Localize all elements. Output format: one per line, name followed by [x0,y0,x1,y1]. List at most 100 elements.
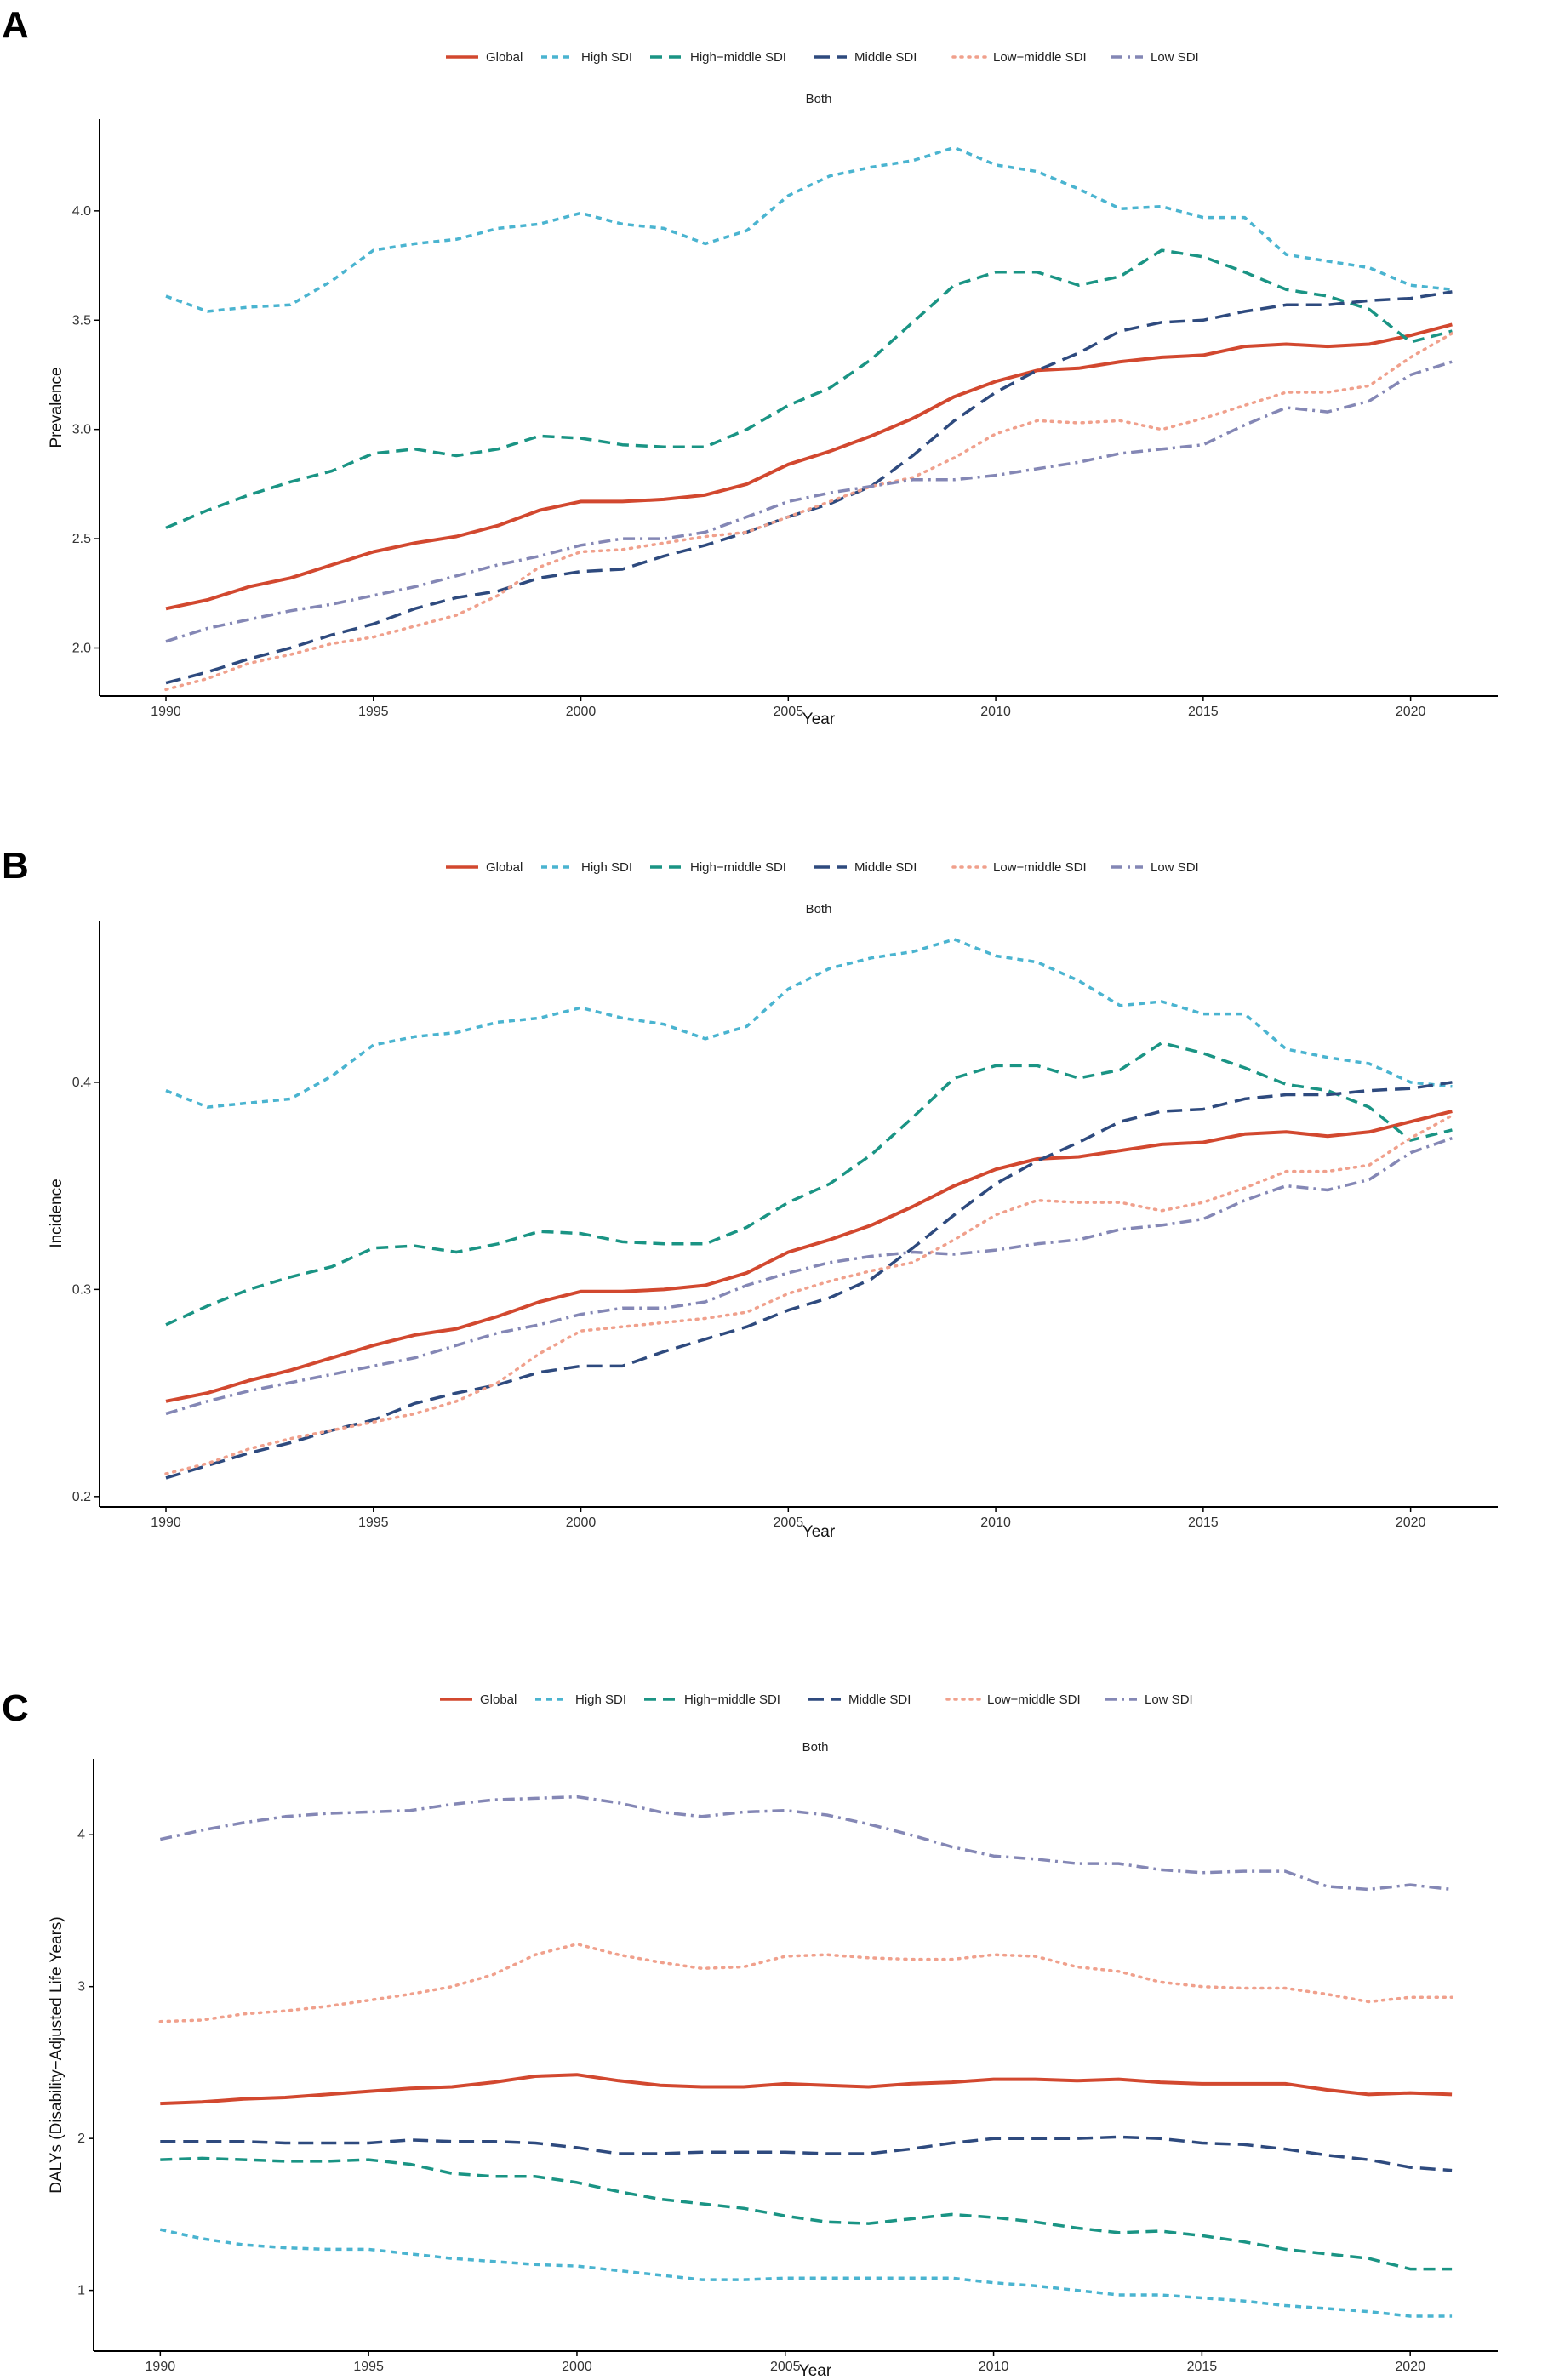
x-tick-label: 1990 [146,2360,176,2374]
y-tick-label: 1 [77,2284,85,2298]
panel-c-letter: C [2,1687,29,1729]
panel-a-letter: A [2,4,29,46]
panel-a-y-ticks: 2.0 2.5 3.0 3.5 4.0 [72,204,100,656]
panel-a-plot-area [164,146,1454,692]
legend-label-low-sdi: Low SDI [1151,50,1199,65]
legend-item-global: Global [446,50,523,65]
panel-b-plot-area [164,938,1454,1480]
panel-a-legend: Global High SDI High−middle SDI Middle SDI L… [446,50,1199,65]
panel-c-subtitle: Both [802,1740,829,1755]
x-tick-label: 1995 [358,1515,389,1530]
panel-c-y-axis-title: DALYs (Disability−Adjusted Life Years) [48,1916,66,2193]
legend-item-low-sdi: Low SDI [1111,860,1199,875]
legend-item-high-middle-sdi: High−middle SDI [644,1692,780,1707]
y-tick-label: 2 [77,2132,85,2146]
legend-label-high-sdi: High SDI [581,50,632,65]
y-tick-label: 0.2 [72,1490,91,1504]
x-tick-label: 1995 [358,705,389,719]
x-tick-label: 2005 [774,705,804,719]
legend-item-high-sdi: High SDI [535,1692,626,1707]
legend-item-global: Global [440,1692,517,1707]
y-tick-label: 2.5 [72,532,91,546]
x-tick-label: 1990 [151,705,181,719]
legend-label-high-sdi: High SDI [581,860,632,875]
legend-item-low-middle-sdi: Low−middle SDI [951,860,1087,875]
y-tick-label: 4.0 [72,204,91,219]
x-tick-label: 2005 [770,2360,801,2374]
panel-b-y-ticks: 0.2 0.3 0.4 [72,1076,100,1504]
x-tick-label: 2005 [774,1515,804,1530]
legend-item-high-sdi: High SDI [541,50,632,65]
legend-label-global: Global [486,50,523,65]
legend-label-middle-sdi: Middle SDI [854,50,917,65]
y-tick-label: 3.5 [72,313,91,328]
legend-label-high-sdi: High SDI [575,1692,626,1707]
legend-label-low-sdi: Low SDI [1151,860,1199,875]
legend-label-low-sdi: Low SDI [1145,1692,1193,1707]
panel-a-x-ticks: 1990 1995 2000 2005 2010 2015 2020 [151,696,1426,719]
legend-label-high-middle-sdi: High−middle SDI [690,860,786,875]
x-tick-label: 2020 [1395,2360,1425,2374]
x-tick-label: 1990 [151,1515,181,1530]
series-line-low-sdi [159,1795,1453,1892]
y-tick-label: 3.0 [72,423,91,437]
y-tick-label: 0.4 [72,1076,91,1090]
panel-a: A Global High SDI High−middle SDI Middle SD… [2,4,1498,728]
panel-b-legend: Global High SDI High−middle SDI Middle SDI L… [446,860,1199,875]
panel-c-y-ticks: 1 2 3 4 [77,1828,94,2298]
legend-label-low-middle-sdi: Low−middle SDI [993,50,1087,65]
panel-a-y-axis-title: Prevalence [48,367,66,448]
panel-a-x-axis-title: Year [802,711,836,728]
series-line-global [165,322,1453,611]
legend-label-middle-sdi: Middle SDI [854,860,917,875]
legend-label-low-middle-sdi: Low−middle SDI [987,1692,1081,1707]
legend-item-high-middle-sdi: High−middle SDI [650,860,786,875]
panel-b-letter: B [2,845,29,887]
y-tick-label: 4 [77,1828,85,1842]
panel-c-plot-area [158,1795,1453,2318]
series-line-high-sdi [165,146,1453,313]
panel-b-x-ticks: 1990 1995 2000 2005 2010 2015 2020 [151,1507,1426,1530]
panel-b-y-axis-title: Incidence [48,1179,66,1247]
x-tick-label: 2000 [562,2360,592,2374]
legend-item-global: Global [446,860,523,875]
x-tick-label: 2020 [1396,1515,1426,1530]
x-tick-label: 2015 [1188,1515,1219,1530]
series-line-high-sdi [159,2228,1453,2318]
x-tick-label: 1995 [353,2360,384,2374]
series-line-low-sdi [165,1136,1453,1416]
series-line-middle-sdi [165,290,1453,685]
panel-c-x-axis-title: Year [799,2362,832,2380]
legend-label-high-middle-sdi: High−middle SDI [690,50,786,65]
panel-b-x-axis-title: Year [802,1523,836,1541]
series-line-high-sdi [165,938,1453,1109]
x-tick-label: 2010 [980,1515,1011,1530]
legend-label-middle-sdi: Middle SDI [848,1692,911,1707]
y-tick-label: 2.0 [72,642,91,656]
x-tick-label: 2020 [1396,705,1426,719]
series-line-low-middle-sdi [164,331,1454,692]
panel-b: B Global High SDI High−middle SDI Middle SD… [2,845,1498,1541]
legend-label-global: Global [486,860,523,875]
series-line-high-middle-sdi [165,248,1453,529]
x-tick-label: 2000 [566,1515,597,1530]
y-tick-label: 0.3 [72,1282,91,1297]
panel-c-legend: Global High SDI High−middle SDI Middle SDI L… [440,1692,1193,1707]
series-line-global [165,1110,1453,1403]
legend-item-high-middle-sdi: High−middle SDI [650,50,786,65]
legend-item-high-sdi: High SDI [541,860,632,875]
legend-item-low-sdi: Low SDI [1111,50,1199,65]
legend-label-high-middle-sdi: High−middle SDI [684,1692,780,1707]
panel-c: C Global High SDI High−middle SDI Middle SD… [2,1687,1498,2380]
series-line-low-sdi [165,360,1453,643]
x-tick-label: 2015 [1187,2360,1218,2374]
legend-item-middle-sdi: Middle SDI [808,1692,911,1707]
legend-item-low-sdi: Low SDI [1105,1692,1193,1707]
x-tick-label: 2015 [1188,705,1219,719]
panel-c-x-ticks: 1990 1995 2000 2005 2010 2015 2020 [146,2351,1425,2374]
x-tick-label: 2010 [980,705,1011,719]
series-line-low-middle-sdi [158,1942,1453,2023]
legend-item-middle-sdi: Middle SDI [814,860,917,875]
legend-label-global: Global [480,1692,517,1707]
